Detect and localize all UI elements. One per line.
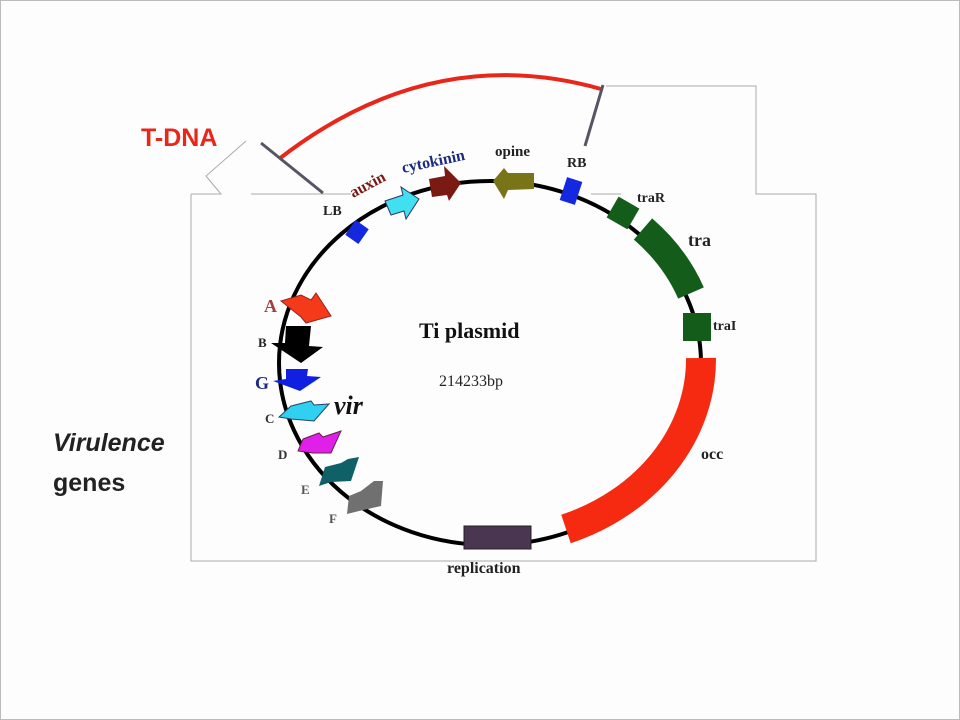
vir-a-arrow	[279, 292, 332, 324]
lb-label: LB	[323, 204, 342, 219]
vir-c-arrow	[277, 400, 331, 422]
vir-c-label: C	[265, 411, 274, 426]
vir-e-label: E	[301, 482, 310, 497]
trai-box	[683, 313, 711, 341]
replication-box	[463, 525, 532, 550]
plasmid-size: 214233bp	[439, 373, 503, 390]
vir-g-label: G	[255, 373, 269, 393]
vir-b-arrow	[271, 326, 323, 363]
virulence-label-line2: genes	[53, 469, 125, 497]
trar-label: traR	[637, 191, 666, 206]
vir-f-arrow	[347, 481, 383, 514]
trai-label: traI	[713, 319, 736, 334]
plasmid-name: Ti plasmid	[419, 318, 519, 343]
tra-region	[633, 218, 704, 299]
rb-tick	[583, 84, 605, 147]
vir-d-label: D	[278, 447, 287, 462]
vir-b-label: B	[258, 335, 267, 350]
tdna-arc	[277, 73, 602, 161]
frame	[190, 85, 817, 562]
tra-label: tra	[688, 230, 711, 250]
virulence-label-line1: Virulence	[53, 429, 165, 457]
lb-box	[345, 220, 369, 244]
gene-labels: LB auxin cytokinin opine RB traR tra tra…	[255, 144, 736, 577]
auxin-label: auxin	[347, 169, 389, 202]
lb-tick	[260, 141, 324, 195]
opine-arrow	[493, 168, 534, 199]
rb-label: RB	[567, 156, 586, 171]
vir-d-arrow	[297, 430, 342, 454]
vir-e-arrow	[319, 457, 359, 486]
vir-g-arrow	[273, 369, 321, 391]
tdna-label: T-DNA	[141, 124, 217, 152]
replication-label: replication	[447, 560, 521, 577]
trar-box	[606, 196, 640, 230]
occ-label: occ	[701, 446, 723, 463]
occ-region	[561, 357, 717, 544]
auxin-arrow	[384, 185, 420, 221]
cytokinin-label: cytokinin	[400, 147, 466, 177]
cytokinin-arrow	[429, 166, 461, 201]
vir-label: vir	[334, 391, 364, 420]
vir-a-label: A	[264, 296, 277, 316]
rb-box	[559, 177, 583, 205]
vir-f-label: F	[329, 511, 337, 526]
opine-label: opine	[495, 144, 530, 160]
